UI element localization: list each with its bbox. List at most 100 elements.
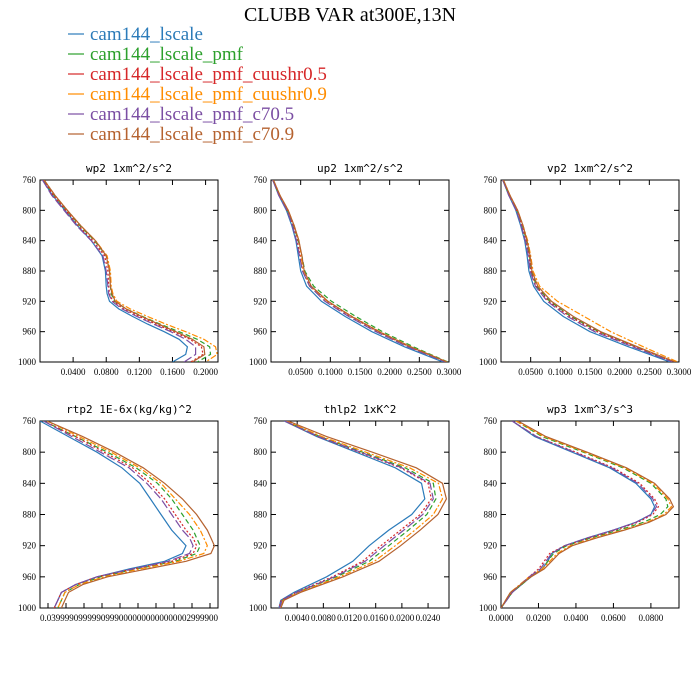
ytick-label: 1000 bbox=[18, 603, 37, 613]
xtick-label: 0.0120 bbox=[337, 613, 362, 623]
panel-title-1: up2 1xm^2/s^2 bbox=[317, 162, 403, 175]
xtick-label: 0.1600 bbox=[160, 367, 185, 377]
ytick-label: 920 bbox=[254, 296, 268, 306]
ytick-label: 960 bbox=[23, 572, 37, 582]
series-line-0 bbox=[41, 180, 189, 362]
ytick-label: 800 bbox=[254, 447, 268, 457]
ytick-label: 920 bbox=[23, 296, 37, 306]
series-line-3 bbox=[272, 180, 448, 362]
xtick-label: 0.1500 bbox=[348, 367, 373, 377]
legend-label-5: cam144_lscale_pmf_c70.9 bbox=[90, 124, 294, 145]
ytick-label: 840 bbox=[254, 236, 268, 246]
panel-frame-2 bbox=[500, 179, 680, 363]
ytick-label: 760 bbox=[254, 416, 268, 426]
ytick-label: 1000 bbox=[479, 603, 498, 613]
series-line-5 bbox=[280, 421, 448, 608]
series-line-2 bbox=[43, 421, 198, 608]
figure-title: CLUBB VAR at300E,13N bbox=[244, 4, 456, 26]
xtick-label: 0.0400 bbox=[564, 613, 589, 623]
legend-label-1: cam144_lscale_pmf bbox=[90, 44, 244, 65]
series-line-2 bbox=[272, 180, 447, 362]
ytick-label: 1000 bbox=[249, 357, 268, 367]
series-line-0 bbox=[272, 180, 444, 362]
series-line-0 bbox=[40, 421, 187, 608]
legend-label-3: cam144_lscale_pmf_cuushr0.9 bbox=[90, 84, 327, 105]
panel-0: wp2 1xm^2/s^2 760 800 840 880 920 960 1000 0.040… bbox=[18, 162, 219, 377]
xtick-label: 0.0500 bbox=[288, 367, 313, 377]
ytick-label: 760 bbox=[23, 416, 37, 426]
series-line-5 bbox=[43, 180, 206, 362]
ytick-label: 800 bbox=[254, 205, 268, 215]
series-line-3 bbox=[46, 421, 208, 608]
panels: wp2 1xm^2/s^2 760 800 840 880 920 960 1000 0.040… bbox=[18, 162, 692, 623]
xtick-label: 0.0240 bbox=[416, 613, 441, 623]
ytick-label: 960 bbox=[23, 327, 37, 337]
series-line-4 bbox=[278, 421, 434, 608]
ytick-label: 760 bbox=[254, 175, 268, 185]
ytick-label: 880 bbox=[254, 510, 268, 520]
ytick-label: 920 bbox=[254, 541, 268, 551]
xtick-label: 0.3000 bbox=[437, 367, 462, 377]
ytick-label: 880 bbox=[23, 510, 37, 520]
panel-1: up2 1xm^2/s^2 760 800 840 880 920 960 1000 0.050… bbox=[249, 162, 462, 377]
xtick-label: 0.0000 bbox=[489, 613, 514, 623]
ytick-label: 800 bbox=[484, 205, 498, 215]
xtick-label: 0.0400 bbox=[61, 367, 86, 377]
ytick-label: 1000 bbox=[249, 603, 268, 613]
series-line-0 bbox=[278, 421, 426, 608]
ytick-label: 840 bbox=[484, 236, 498, 246]
series-line-4 bbox=[43, 421, 194, 608]
legend-label-0: cam144_lscale bbox=[90, 24, 203, 45]
ytick-label: 800 bbox=[23, 205, 37, 215]
series-line-2 bbox=[42, 180, 204, 362]
series-line-1 bbox=[272, 180, 449, 362]
series-line-5 bbox=[272, 180, 448, 362]
panel-title-5: wp3 1xm^3/s^3 bbox=[547, 403, 633, 416]
panel-frame-3 bbox=[39, 420, 219, 609]
series-line-1 bbox=[501, 421, 669, 608]
series-line-5 bbox=[46, 421, 216, 608]
series-line-4 bbox=[502, 180, 673, 362]
panel-title-3: rtp2 1E-6x(kg/kg)^2 bbox=[66, 403, 192, 416]
xtick-label: 0.2500 bbox=[637, 367, 662, 377]
ytick-label: 760 bbox=[23, 175, 37, 185]
xtick-label: 0.2000 bbox=[607, 367, 632, 377]
panel-5: wp3 1xm^3/s^3 760 800 840 880 920 960 10000.000… bbox=[479, 403, 680, 623]
series-line-4 bbox=[272, 180, 446, 362]
panel-title-2: vp2 1xm^2/s^2 bbox=[547, 162, 633, 175]
panel-title-0: wp2 1xm^2/s^2 bbox=[86, 162, 172, 175]
xtick-label: 0.1000 bbox=[318, 367, 343, 377]
series-line-1 bbox=[43, 421, 201, 608]
ytick-label: 960 bbox=[254, 572, 268, 582]
series-line-4 bbox=[41, 180, 197, 362]
ytick-label: 800 bbox=[484, 447, 498, 457]
legend: cam144_lscalecam144_lscale_pmfcam144_lsc… bbox=[68, 24, 327, 145]
xtick-label: 0.1000 bbox=[548, 367, 573, 377]
series-line-3 bbox=[502, 180, 679, 362]
ytick-label: 880 bbox=[484, 510, 498, 520]
ytick-label: 1000 bbox=[479, 357, 498, 367]
xtick-label: 0.2000 bbox=[193, 367, 218, 377]
legend-label-2: cam144_lscale_pmf_cuushr0.5 bbox=[90, 64, 327, 85]
legend-label-4: cam144_lscale_pmf_c70.5 bbox=[90, 104, 294, 125]
xtick-label: 0.0800 bbox=[94, 367, 119, 377]
series-line-3 bbox=[279, 421, 444, 608]
ytick-label: 920 bbox=[484, 541, 498, 551]
xtick-label: 0.1500 bbox=[578, 367, 603, 377]
series-line-3 bbox=[501, 421, 673, 608]
ytick-label: 880 bbox=[484, 266, 498, 276]
ytick-label: 840 bbox=[23, 236, 37, 246]
ytick-label: 1000 bbox=[18, 357, 37, 367]
ytick-label: 960 bbox=[254, 327, 268, 337]
ytick-label: 840 bbox=[254, 478, 268, 488]
ytick-label: 840 bbox=[484, 478, 498, 488]
series-line-0 bbox=[502, 180, 671, 362]
series-line-3 bbox=[43, 180, 218, 362]
ytick-label: 960 bbox=[484, 572, 498, 582]
series-line-5 bbox=[501, 421, 675, 608]
ytick-label: 960 bbox=[484, 327, 498, 337]
ytick-label: 920 bbox=[23, 541, 37, 551]
panel-2: vp2 1xm^2/s^2 760 800 840 880 920 960 1000 0.050… bbox=[479, 162, 692, 377]
